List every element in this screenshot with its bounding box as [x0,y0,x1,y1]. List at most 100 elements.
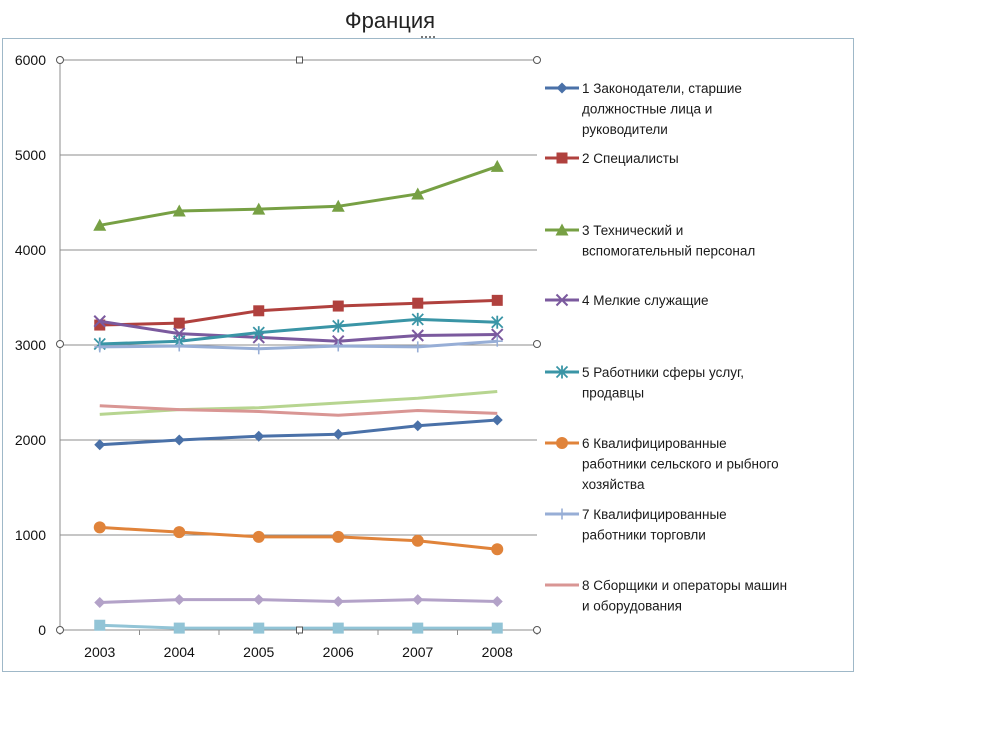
series-line [99,319,498,343]
data-point-plus [332,340,344,352]
data-point-star [491,315,504,329]
resize-handle[interactable] [533,340,541,348]
data-point-diamond [412,594,424,606]
series-3 [93,159,504,231]
resize-handle[interactable] [56,56,64,64]
legend-label: хозяйства [582,477,645,492]
data-point-square [253,305,265,317]
data-point-square [173,317,185,329]
series-2 [94,294,503,331]
marker-stroke [93,315,106,328]
series-line [99,164,498,227]
data-point-x [93,315,106,328]
y-tick-label: 0 [38,622,46,638]
legend-item-6: 6 Квалифицированные работники сельского и… [545,436,779,492]
data-point-plus [491,335,503,347]
data-point-triangle [93,218,107,231]
data-point-circle [411,534,424,547]
resize-handle[interactable] [296,626,303,634]
series-line [99,298,498,327]
y-tick-label: 6000 [15,52,46,68]
resize-handle[interactable] [533,56,541,64]
data-point-star [252,326,265,340]
marker-stroke [491,328,504,341]
plot-area-handles [56,56,541,634]
legend-label: и оборудования [582,599,682,614]
data-point-x [555,293,569,307]
resize-handle[interactable] [56,340,64,348]
x-tick-label: 2005 [243,644,274,660]
chart-frame [2,38,854,672]
resize-handle[interactable] [56,626,64,634]
series-line [99,339,498,351]
data-point-diamond [491,596,503,607]
legend-label: 4 Мелкие служащие [582,293,709,308]
data-point-square [253,622,265,634]
data-point-circle [252,530,265,543]
y-tick-label: 4000 [15,242,46,258]
data-point-square [332,622,344,634]
data-point-plus [94,341,106,353]
legend-item-4: 4 Мелкие служащие [545,293,709,308]
legend-item-1: 1 Законодатели, старшие должностные лица … [545,81,742,137]
y-tick-label: 3000 [15,337,46,353]
series-1 [94,414,503,451]
data-point-triangle [172,204,186,217]
data-point-circle [556,437,568,449]
series-8 [99,404,498,417]
legend-label: вспомогательный персонал [582,244,755,259]
x-tick-label: 2007 [402,644,433,660]
legend-item-5: 5 Работники сферы услуг, продавцы [545,365,744,401]
data-point-triangle [411,187,425,200]
x-tick-label: 2008 [482,644,513,660]
legend-label: 2 Специалисты [582,151,679,166]
data-point-diamond [556,82,568,94]
data-point-plus [556,508,568,520]
chart-title: Франция [344,8,436,33]
data-point-x [491,328,504,341]
data-point-square [491,622,503,634]
data-point-diamond [412,420,424,432]
data-point-square [332,300,344,312]
data-point-square [491,294,503,306]
data-point-plus [173,340,185,352]
legend-label: работники сельского и рыбного [582,457,779,472]
data-point-diamond [173,434,185,446]
data-point-diamond [332,428,344,440]
data-point-square [412,622,424,634]
series-lines [93,159,504,634]
data-point-diamond [491,414,503,426]
series-line [99,317,498,346]
series-unlabeled [94,594,503,608]
data-point-circle [173,526,186,539]
legend-label: 8 Сборщики и операторы машин [582,578,787,593]
marker-stroke [411,329,424,342]
y-tick-label: 1000 [15,527,46,543]
data-point-diamond [253,430,265,442]
data-point-diamond [94,439,106,451]
legend-label: продавцы [582,386,644,401]
series-line [99,418,498,447]
data-point-star [411,312,424,326]
data-point-square [94,319,106,331]
legend-label: 6 Квалифицированные [582,436,727,451]
data-point-plus [412,341,424,353]
legend-item-3: 3 Технический и вспомогательный персонал [545,223,755,259]
data-point-x [411,329,424,342]
series-line [99,404,498,417]
data-point-square [412,297,424,309]
data-point-diamond [253,594,265,606]
legend-label: 5 Работники сферы услуг, [582,365,744,380]
legend-label: 7 Квалифицированные [582,507,727,522]
x-tick-label: 2003 [84,644,115,660]
frame-resize-handle[interactable] [421,36,435,41]
resize-handle[interactable] [533,626,541,634]
data-point-triangle [331,199,345,212]
resize-handle[interactable] [296,56,303,64]
data-point-square [556,152,568,164]
data-point-triangle [555,223,569,236]
axes: 0 1000 2000 3000 4000 5000 6000 2003 2004 2005 200… [15,52,538,660]
legend: 1 Законодатели, старшие должностные лица … [545,81,787,614]
data-point-square [94,619,106,631]
